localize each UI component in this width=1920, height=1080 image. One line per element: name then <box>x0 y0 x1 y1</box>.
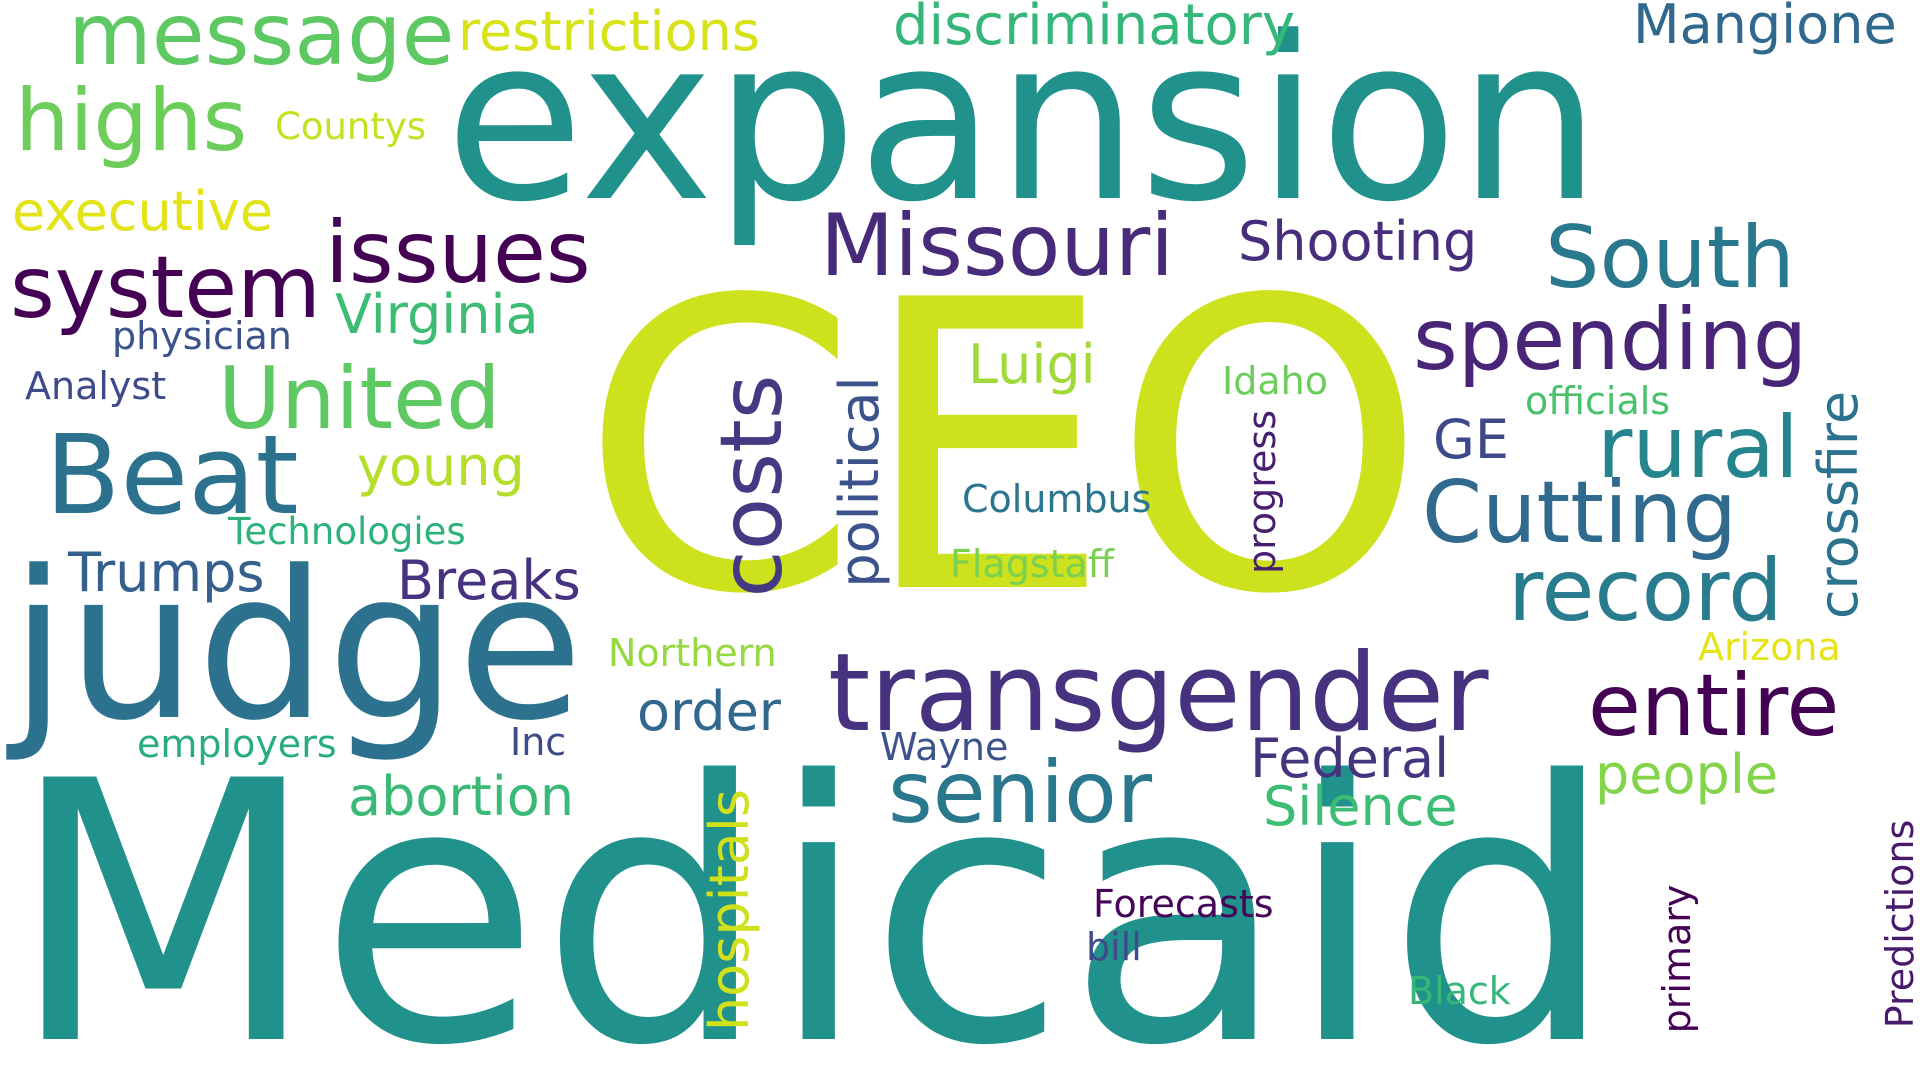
word-entire: entire <box>1588 656 1840 756</box>
word-mangione: Mangione <box>1633 0 1897 56</box>
word-abortion: abortion <box>348 765 575 828</box>
word-record: record <box>1508 541 1783 641</box>
word-forecasts: Forecasts <box>1093 882 1274 926</box>
word-cutting: Cutting <box>1422 463 1737 563</box>
word-federal: Federal <box>1250 727 1450 790</box>
word-crossfire: crossfire <box>1807 390 1870 620</box>
word-employers: employers <box>137 722 337 766</box>
word-senior: senior <box>888 743 1153 843</box>
word-northern: Northern <box>608 631 777 675</box>
word-beat: Beat <box>45 411 299 539</box>
word-rural: rural <box>1597 398 1799 498</box>
word-breaks: Breaks <box>397 549 581 612</box>
word-expansion: expansion <box>445 0 1602 252</box>
word-silence: Silence <box>1263 775 1458 838</box>
word-shooting: Shooting <box>1238 210 1478 273</box>
word-executive: executive <box>12 180 274 243</box>
word-progress: progress <box>1240 409 1284 575</box>
word-people: people <box>1595 743 1779 806</box>
word-analyst: Analyst <box>25 364 167 408</box>
word-luigi: Luigi <box>968 333 1096 396</box>
word-discriminatory: discriminatory <box>893 0 1295 58</box>
word-costs: costs <box>702 374 802 598</box>
word-primary: primary <box>1655 884 1699 1034</box>
word-transgender: transgender <box>828 631 1489 756</box>
word-wayne: Wayne <box>880 725 1009 769</box>
word-spending: spending <box>1413 290 1808 390</box>
word-black: Black <box>1408 969 1511 1013</box>
word-judge: judge <box>10 528 584 766</box>
word-united: United <box>218 349 501 449</box>
word-south: South <box>1545 208 1795 308</box>
word-system: system <box>10 238 321 338</box>
word-ge: GE <box>1433 408 1509 471</box>
word-officials: officials <box>1525 379 1671 423</box>
word-message: message <box>68 0 455 85</box>
word-predictions: Predictions <box>1878 819 1920 1029</box>
word-young: young <box>357 435 525 498</box>
word-flagstaff: Flagstaff <box>950 542 1114 586</box>
word-columbus: Columbus <box>962 477 1152 521</box>
word-physician: physician <box>112 314 292 358</box>
word-ceo: CEO <box>580 217 1427 682</box>
word-restrictions: restrictions <box>458 0 761 63</box>
word-technologies: Technologies <box>228 510 466 553</box>
word-political: political <box>828 376 891 588</box>
word-trumps: Trumps <box>68 541 265 604</box>
word-medicaid: Medicaid <box>8 705 1616 1080</box>
word-countys: Countys <box>275 105 427 148</box>
word-missouri: Missouri <box>820 196 1175 296</box>
word-bill: bill <box>1086 925 1142 969</box>
word-inc: Inc <box>510 720 567 764</box>
word-order: order <box>637 680 781 743</box>
word-arizona: Arizona <box>1698 625 1841 669</box>
word-issues: issues <box>325 203 591 303</box>
word-highs: highs <box>15 71 248 171</box>
word-idaho: Idaho <box>1222 359 1328 403</box>
word-hospitals: hospitals <box>698 788 761 1032</box>
word-virginia: Virginia <box>335 283 539 346</box>
